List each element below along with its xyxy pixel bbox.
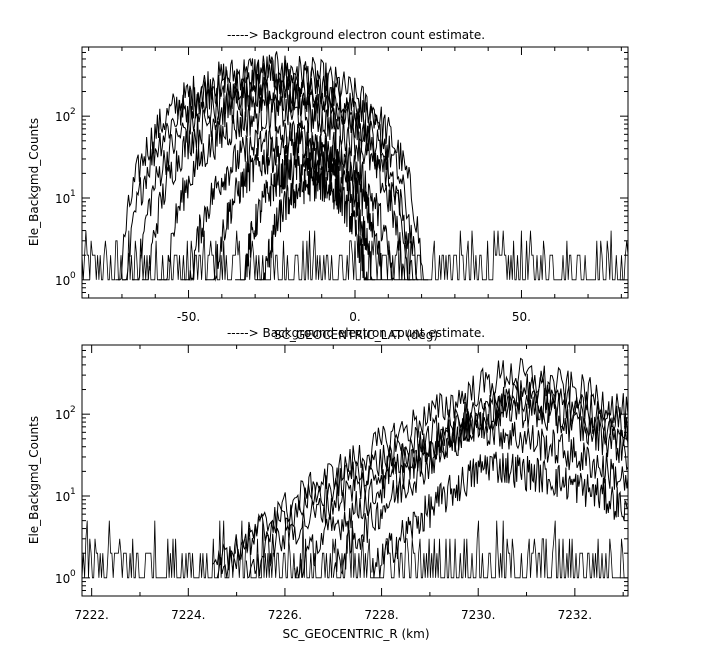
chart-title: -----> Background electron count estimat… bbox=[227, 326, 485, 340]
y-axis-label: Ele_Backgmd_Counts bbox=[27, 118, 41, 246]
plot-frame bbox=[81, 344, 629, 597]
chart-panel-radius: -----> Background electron count estimat… bbox=[27, 326, 629, 641]
y-axis-label: Ele_Backgmd_Counts bbox=[27, 416, 41, 544]
x-tick-label: 7222. bbox=[74, 608, 108, 622]
x-axis-label: SC_GEOCENTRIC_LAT (deg) bbox=[274, 328, 438, 342]
series-line bbox=[255, 166, 375, 281]
x-tick-label: -50. bbox=[177, 310, 200, 324]
series-line bbox=[332, 411, 629, 578]
y-tick-label: 10 bbox=[55, 490, 70, 504]
series-line bbox=[158, 94, 412, 281]
y-tick-label: 10 bbox=[55, 192, 70, 206]
noise-floor-line bbox=[81, 230, 629, 281]
noise-floor-line bbox=[81, 520, 628, 579]
x-tick-label: 0. bbox=[349, 310, 360, 324]
y-tick-label: 10 bbox=[55, 572, 70, 586]
y-tick-exponent: 2 bbox=[70, 405, 76, 415]
x-tick-label: 7228. bbox=[364, 608, 398, 622]
series-line bbox=[131, 71, 419, 281]
x-tick-label: 7230. bbox=[461, 608, 495, 622]
series-line bbox=[216, 357, 629, 578]
y-tick-label: 10 bbox=[55, 110, 70, 124]
series-line bbox=[294, 386, 629, 578]
y-tick-exponent: 0 bbox=[70, 271, 76, 281]
series-line bbox=[205, 130, 392, 282]
x-tick-label: 7232. bbox=[558, 608, 592, 622]
series-line bbox=[181, 120, 402, 282]
y-tick-label: 10 bbox=[55, 408, 70, 422]
y-tick-label: 10 bbox=[55, 274, 70, 288]
plot-area bbox=[81, 357, 629, 579]
series-line bbox=[371, 451, 629, 578]
x-axis-label: SC_GEOCENTRIC_R (km) bbox=[283, 627, 430, 641]
x-tick-label: 7224. bbox=[171, 608, 205, 622]
y-tick-exponent: 1 bbox=[70, 189, 76, 199]
chart-title: -----> Background electron count estimat… bbox=[227, 28, 485, 42]
y-tick-exponent: 2 bbox=[70, 107, 76, 117]
series-line bbox=[141, 79, 415, 281]
y-tick-exponent: 1 bbox=[70, 487, 76, 497]
plot-area bbox=[81, 51, 629, 282]
x-tick-label: 7226. bbox=[268, 608, 302, 622]
chart-panel-latitude: -----> Background electron count estimat… bbox=[27, 28, 629, 342]
series-line bbox=[122, 60, 422, 281]
x-tick-label: 50. bbox=[512, 310, 531, 324]
y-tick-exponent: 0 bbox=[70, 569, 76, 579]
series-line bbox=[235, 147, 382, 281]
